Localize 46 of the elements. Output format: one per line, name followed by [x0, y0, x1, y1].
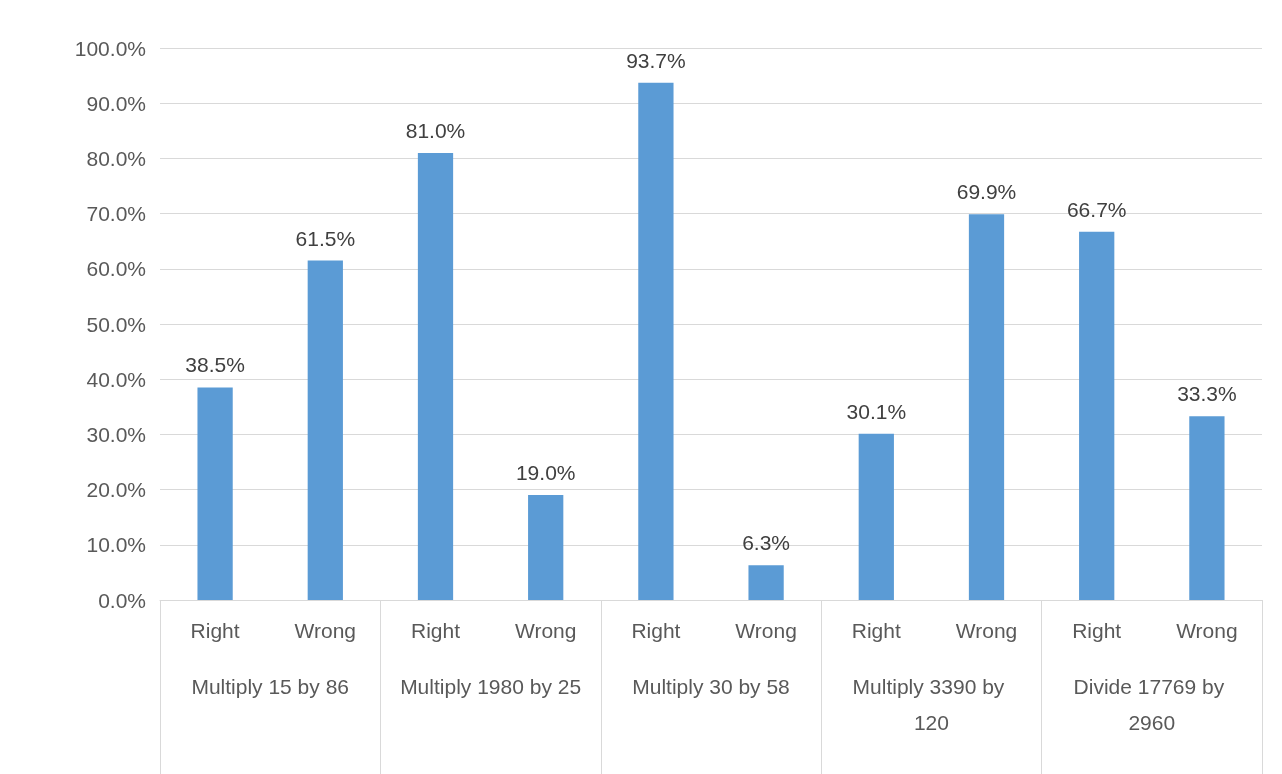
x-tick-label: Wrong — [1176, 619, 1238, 642]
y-tick-label: 60.0% — [86, 257, 146, 281]
bar — [968, 214, 1005, 600]
y-tick-label: 90.0% — [86, 91, 146, 115]
y-tick-label: 70.0% — [86, 202, 146, 226]
y-tick-label: 80.0% — [86, 146, 146, 170]
bar — [1189, 416, 1225, 600]
bar — [197, 387, 233, 600]
y-tick-label: 30.0% — [86, 422, 146, 446]
x-tick-label: Right — [410, 619, 461, 642]
x-tick-label: Wrong — [955, 619, 1018, 642]
data-label: 81.0% — [405, 118, 466, 142]
bar — [1079, 231, 1115, 600]
data-label: 66.7% — [1066, 197, 1127, 221]
x-tick-label: Right — [190, 619, 240, 642]
x-tick-label: Wrong — [294, 619, 357, 642]
data-label: 33.3% — [1177, 382, 1237, 406]
bar — [638, 82, 674, 600]
y-tick-label: 10.0% — [86, 533, 146, 557]
data-label: 19.0% — [515, 461, 576, 485]
y-tick-label: 20.0% — [86, 478, 146, 502]
text: Divide 17769 by 2960 — [1073, 674, 1231, 734]
text: Multiply 30 by 58 — [632, 674, 790, 698]
y-tick-label: 40.0% — [86, 367, 146, 391]
x-tick-label: Right — [1072, 619, 1122, 642]
x-tick-label: Wrong — [735, 619, 797, 642]
y-tick-label: 100.0% — [74, 36, 146, 60]
x-tick-label: Wrong — [514, 619, 577, 642]
y-tick-label: 0.0% — [98, 588, 146, 612]
text: Multiply 15 by 86 — [191, 674, 349, 698]
text: Multiply 3390 by 120 — [852, 674, 1011, 734]
text: Multiply 1980 by 25 — [400, 674, 582, 698]
y-tick-label: 50.0% — [86, 312, 146, 336]
bar — [528, 495, 564, 600]
data-label: 69.9% — [956, 180, 1017, 204]
data-label: 61.5% — [295, 226, 356, 250]
bar — [748, 565, 784, 600]
data-label: 6.3% — [742, 531, 791, 555]
data-label: 93.7% — [626, 48, 686, 72]
bar — [858, 433, 894, 600]
bar — [307, 260, 343, 600]
data-label: 30.1% — [846, 399, 907, 423]
data-label: 38.5% — [185, 353, 245, 377]
x-tick-label: Right — [631, 619, 681, 642]
bar — [417, 152, 454, 600]
x-tick-label: Right — [851, 619, 901, 642]
